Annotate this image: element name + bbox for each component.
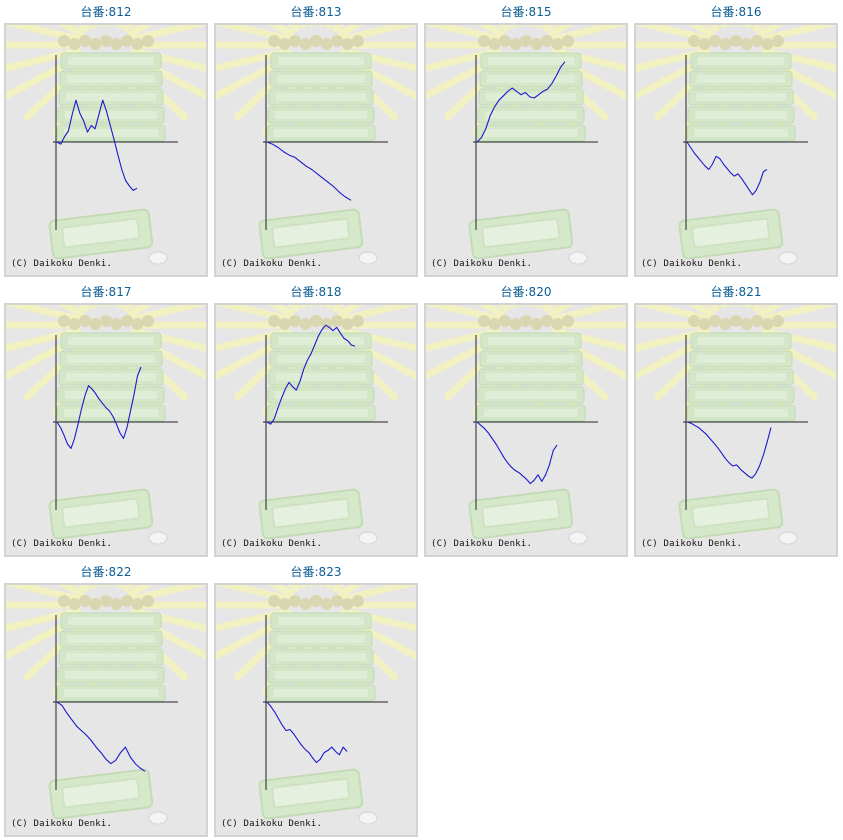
box-stack — [56, 332, 166, 422]
payout-graph — [6, 25, 206, 265]
copyright-text: (C) Daikoku Denki. — [11, 539, 113, 549]
payout-graph-panel[interactable]: (C) Daikoku Denki. — [4, 583, 208, 837]
payout-graph — [216, 305, 416, 545]
box-stack — [686, 332, 796, 422]
ball-crowd — [688, 315, 784, 330]
tray — [678, 208, 784, 260]
slot-machine-watermark — [216, 25, 416, 265]
payout-line — [56, 701, 146, 772]
payout-line — [266, 701, 348, 764]
box-stack — [476, 332, 586, 422]
ball-crowd — [268, 315, 364, 330]
payout-line — [266, 141, 352, 201]
machine-number-link[interactable]: 台番:813 — [290, 5, 342, 19]
payout-line — [686, 421, 772, 479]
ball-crowd — [478, 315, 574, 330]
copyright-text: (C) Daikoku Denki. — [641, 259, 743, 269]
payout-graph — [216, 25, 416, 265]
tray — [468, 488, 574, 540]
payout-graph-panel[interactable]: (C) Daikoku Denki. — [424, 303, 628, 557]
coin — [148, 251, 168, 265]
ball-crowd — [268, 595, 364, 610]
payout-graph-panel[interactable]: (C) Daikoku Denki. — [634, 303, 838, 557]
ball-crowd — [58, 595, 154, 610]
copyright-text: (C) Daikoku Denki. — [641, 539, 743, 549]
box-stack — [266, 612, 376, 702]
tray — [48, 208, 154, 260]
coin — [148, 531, 168, 545]
tray — [48, 768, 154, 820]
payout-graph-panel[interactable]: (C) Daikoku Denki. — [4, 23, 208, 277]
coin — [778, 251, 798, 265]
coin — [358, 531, 378, 545]
payout-graph — [6, 585, 206, 825]
box-stack — [686, 52, 796, 142]
payout-graph — [636, 25, 836, 265]
machine-number-link[interactable]: 台番:822 — [80, 565, 132, 579]
coin — [358, 811, 378, 825]
payout-graph — [216, 585, 416, 825]
payout-graph — [636, 305, 836, 545]
slot-machine-watermark — [216, 585, 416, 825]
copyright-text: (C) Daikoku Denki. — [11, 819, 113, 829]
ball-crowd — [58, 315, 154, 330]
slot-machine-watermark — [636, 25, 836, 265]
machine-number-link[interactable]: 台番:816 — [710, 5, 762, 19]
payout-graph-panel[interactable]: (C) Daikoku Denki. — [634, 23, 838, 277]
coin — [148, 811, 168, 825]
payout-line — [56, 366, 142, 449]
copyright-text: (C) Daikoku Denki. — [221, 539, 323, 549]
tray — [258, 768, 364, 820]
payout-graph — [426, 305, 626, 545]
machine-number-link[interactable]: 台番:815 — [500, 5, 552, 19]
coin — [358, 251, 378, 265]
payout-graph-panel[interactable]: (C) Daikoku Denki. — [4, 303, 208, 557]
payout-graph — [426, 25, 626, 265]
slot-machine-watermark — [636, 305, 836, 545]
payout-line — [56, 99, 138, 191]
copyright-text: (C) Daikoku Denki. — [221, 819, 323, 829]
copyright-text: (C) Daikoku Denki. — [221, 259, 323, 269]
ball-crowd — [268, 35, 364, 50]
payout-line — [476, 61, 566, 143]
ball-crowd — [58, 35, 154, 50]
slot-machine-watermark — [6, 305, 206, 545]
slot-machine-watermark — [426, 305, 626, 545]
payout-graph-panel[interactable]: (C) Daikoku Denki. — [214, 583, 418, 837]
coin — [778, 531, 798, 545]
tray — [258, 208, 364, 260]
ball-crowd — [688, 35, 784, 50]
coin — [568, 531, 588, 545]
slot-machine-watermark — [6, 585, 206, 825]
machine-number-link[interactable]: 台番:817 — [80, 285, 132, 299]
machine-number-link[interactable]: 台番:812 — [80, 5, 132, 19]
payout-graph — [6, 305, 206, 545]
tray — [678, 488, 784, 540]
tray — [468, 208, 574, 260]
machine-number-link[interactable]: 台番:818 — [290, 285, 342, 299]
slot-machine-watermark — [426, 25, 626, 265]
payout-graph-panel[interactable]: (C) Daikoku Denki. — [214, 303, 418, 557]
box-stack — [56, 52, 166, 142]
box-stack — [266, 52, 376, 142]
payout-graph-panel[interactable]: (C) Daikoku Denki. — [214, 23, 418, 277]
box-stack — [266, 332, 376, 422]
machine-number-link[interactable]: 台番:823 — [290, 565, 342, 579]
box-stack — [56, 612, 166, 702]
coin — [568, 251, 588, 265]
payout-line — [686, 141, 768, 196]
payout-line — [266, 324, 356, 425]
slot-machine-watermark — [216, 305, 416, 545]
tray — [258, 488, 364, 540]
machine-number-link[interactable]: 台番:820 — [500, 285, 552, 299]
machine-number-link[interactable]: 台番:821 — [710, 285, 762, 299]
slot-machine-watermark — [6, 25, 206, 265]
copyright-text: (C) Daikoku Denki. — [431, 259, 533, 269]
copyright-text: (C) Daikoku Denki. — [431, 539, 533, 549]
ball-crowd — [478, 35, 574, 50]
payout-graph-panel[interactable]: (C) Daikoku Denki. — [424, 23, 628, 277]
tray — [48, 488, 154, 540]
payout-line — [476, 421, 558, 485]
copyright-text: (C) Daikoku Denki. — [11, 259, 113, 269]
